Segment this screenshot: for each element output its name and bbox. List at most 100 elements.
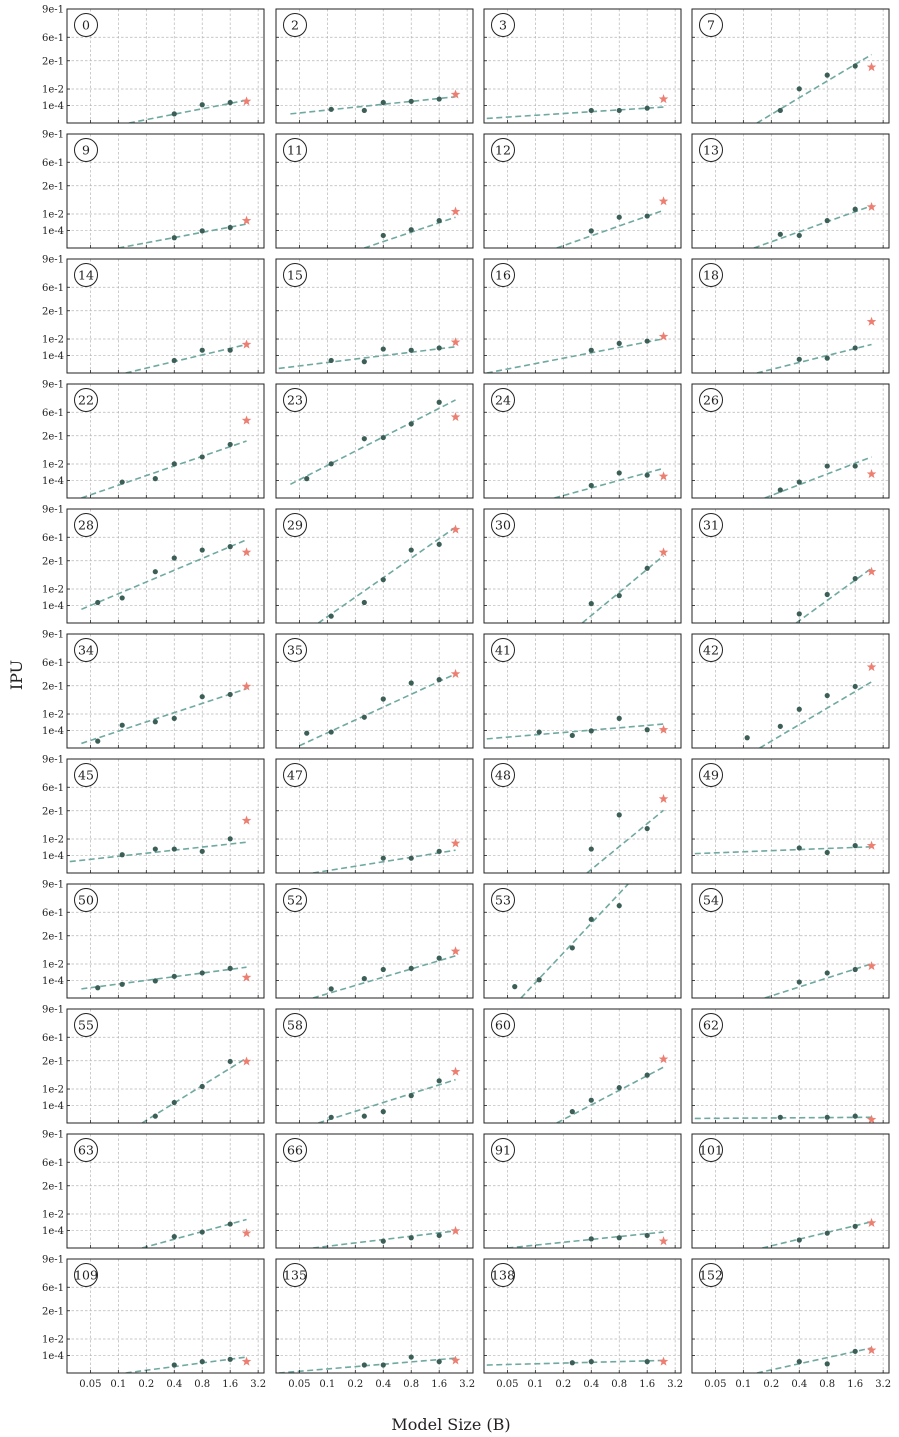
data-point — [644, 565, 650, 571]
panel: 12 — [483, 133, 682, 249]
panel-id-badge — [699, 1263, 723, 1287]
data-point — [152, 569, 158, 575]
y-tick-label: 2e-1 — [42, 1056, 64, 1067]
panel-frame — [691, 758, 890, 874]
y-tick-label: 2e-1 — [42, 681, 64, 692]
data-point — [616, 593, 622, 599]
prediction-star — [866, 201, 877, 212]
fit-line — [759, 681, 872, 748]
fit-line — [318, 1078, 456, 1123]
panel-frame — [691, 883, 890, 999]
panel-plot-area — [762, 1217, 877, 1248]
data-point — [95, 738, 101, 744]
x-tick-label: 3.2 — [667, 1379, 683, 1390]
panel: 35 — [275, 633, 474, 749]
panel-id-badge — [491, 513, 515, 537]
panel-frame — [691, 508, 890, 624]
y-tick-label: 1e-4 — [42, 1101, 64, 1112]
data-point — [616, 340, 622, 346]
y-tick-label: 9e-1 — [42, 255, 64, 266]
fit-line — [141, 1057, 247, 1123]
panel: 11 — [275, 133, 474, 249]
panel-id-label: 60 — [495, 1018, 511, 1033]
panel-frame — [275, 758, 474, 874]
fit-line — [81, 440, 247, 498]
data-point — [227, 1221, 233, 1227]
data-point — [536, 977, 542, 983]
data-point — [119, 595, 125, 601]
y-tick-label: 6e-1 — [42, 33, 64, 44]
prediction-star — [450, 337, 461, 347]
y-tick-label: 6e-1 — [42, 158, 64, 169]
y-tick-label: 1e-4 — [42, 976, 64, 987]
x-tick-label: 0.05 — [79, 1379, 101, 1390]
data-point — [852, 463, 858, 469]
panel-plot-area — [278, 1354, 461, 1373]
x-axis-label: Model Size (B) — [391, 1415, 510, 1434]
y-tick-label: 6e-1 — [42, 908, 64, 919]
prediction-star — [450, 838, 461, 848]
panel: 66 — [275, 1133, 474, 1249]
panel-frame — [275, 133, 474, 249]
data-point — [824, 591, 830, 598]
y-tick-label: 2e-1 — [42, 56, 64, 67]
data-point — [152, 719, 158, 725]
panel-plot-area — [141, 1056, 252, 1123]
fit-line — [278, 1357, 456, 1373]
prediction-star — [866, 469, 877, 479]
data-point — [644, 825, 650, 832]
prediction-star — [241, 215, 252, 225]
data-point — [852, 843, 858, 849]
y-tick-label: 1e-2 — [42, 835, 64, 846]
panel: 109 9e-1 6e-1 2e-1 1e-2 1e-4 0.05 0.1 0.2 0.4 0.8 1… — [42, 1255, 266, 1391]
data-point — [436, 677, 442, 683]
y-tick-label: 1e-4 — [42, 726, 64, 737]
data-point — [199, 694, 205, 700]
y-tick-label: 6e-1 — [42, 658, 64, 669]
y-tick-label: 1e-2 — [42, 335, 64, 346]
data-point — [199, 454, 205, 460]
panel: 63 9e-1 6e-1 2e-1 1e-2 1e-4 — [42, 1130, 265, 1249]
data-point — [824, 1114, 830, 1120]
data-point — [171, 846, 177, 852]
data-point — [95, 599, 101, 606]
panel-plot-area — [81, 539, 252, 611]
fit-line — [118, 223, 247, 248]
data-point — [852, 345, 858, 351]
data-point — [616, 214, 622, 220]
data-point — [588, 1236, 594, 1242]
fit-line — [486, 338, 664, 373]
data-point — [408, 227, 414, 233]
panel-plot-area — [364, 206, 461, 248]
data-point — [616, 715, 622, 721]
panel: 3 — [483, 8, 682, 124]
panel: 29 — [275, 508, 474, 624]
panel-id-badge — [74, 763, 98, 787]
panel-plot-area — [290, 89, 461, 115]
y-tick-label: 2e-1 — [42, 431, 64, 442]
data-point — [380, 232, 386, 239]
prediction-star — [658, 724, 669, 734]
panel: 24 — [483, 383, 682, 499]
data-point — [361, 107, 367, 114]
panel-id-badge — [699, 513, 723, 537]
fit-line — [290, 399, 456, 486]
data-point — [199, 347, 205, 353]
prediction-star — [866, 316, 877, 326]
fit-line — [694, 845, 872, 855]
data-point — [644, 1072, 650, 1078]
y-tick-label: 2e-1 — [42, 306, 64, 317]
data-point — [361, 1362, 367, 1368]
data-point — [824, 1361, 830, 1367]
y-tick-label: 1e-2 — [42, 960, 64, 971]
panel-frame — [483, 383, 682, 499]
data-point — [644, 213, 650, 219]
panel-id-label: 16 — [495, 268, 511, 283]
data-point — [436, 848, 442, 854]
panel-frame — [66, 508, 265, 624]
panel-id-badge — [491, 1013, 515, 1037]
fit-line — [694, 1116, 872, 1120]
data-point — [436, 541, 442, 547]
data-point — [796, 86, 802, 92]
y-tick-label: 6e-1 — [42, 283, 64, 294]
